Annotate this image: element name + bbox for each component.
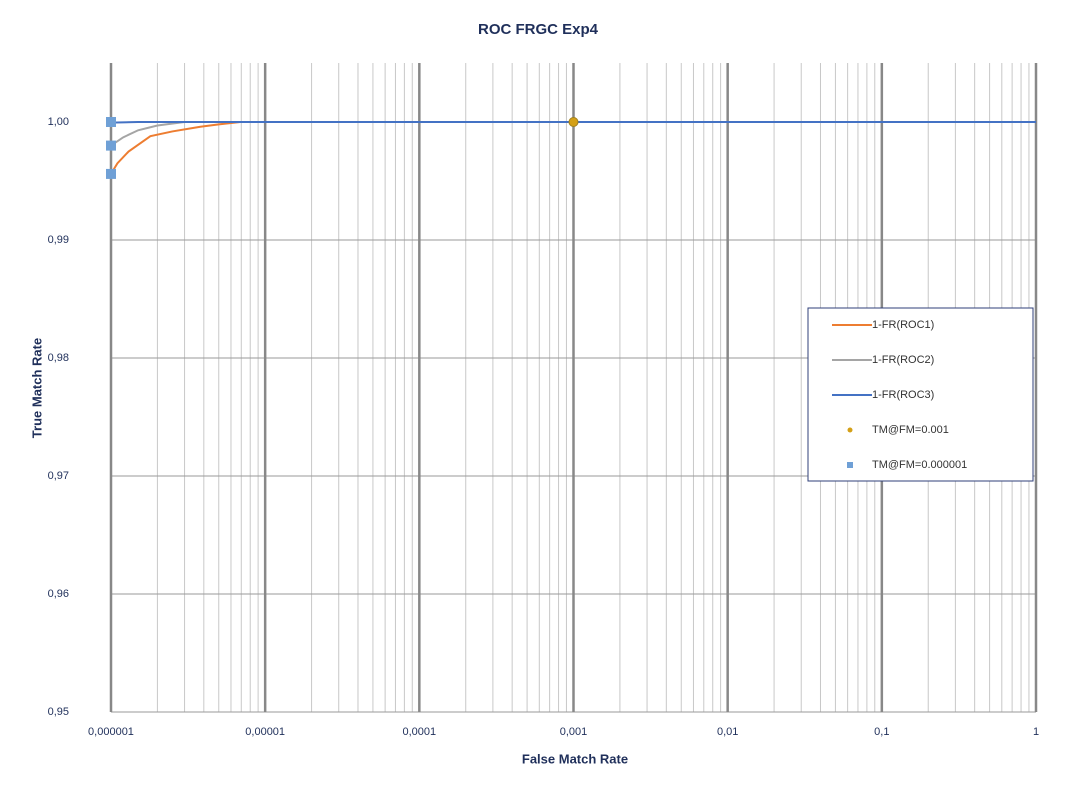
- chart-title: ROC FRGC Exp4: [478, 21, 599, 38]
- legend-label: TM@FM=0.001: [872, 424, 949, 436]
- x-tick-label: 0,001: [560, 726, 588, 738]
- y-tick-label: 0,98: [48, 352, 69, 364]
- x-tick-label: 0,01: [717, 726, 738, 738]
- legend-marker: [847, 462, 853, 468]
- x-tick-label: 0,0001: [403, 726, 437, 738]
- marker: [106, 140, 116, 151]
- marker: [106, 168, 116, 179]
- legend-marker: [847, 427, 853, 433]
- legend-label: 1-FR(ROC2): [872, 354, 934, 366]
- legend-label: 1-FR(ROC1): [872, 319, 934, 331]
- marker: [568, 117, 579, 127]
- marker: [106, 117, 116, 127]
- y-tick-label: 1,00: [48, 116, 69, 128]
- y-axis-label: True Match Rate: [29, 338, 44, 438]
- y-tick-label: 0,97: [48, 470, 69, 482]
- legend-label: TM@FM=0.000001: [872, 459, 967, 471]
- plot-area: [109, 63, 1038, 713]
- y-tick-label: 0,96: [48, 588, 69, 600]
- y-tick-label: 0,95: [48, 706, 69, 718]
- legend-label: 1-FR(ROC3): [872, 389, 934, 401]
- x-tick-label: 0,1: [874, 726, 889, 738]
- x-axis-label: False Match Rate: [522, 751, 628, 766]
- x-tick-label: 1: [1033, 726, 1039, 738]
- series-line: [110, 121, 1036, 124]
- x-tick-label: 0,00001: [245, 726, 285, 738]
- y-tick-label: 0,99: [48, 234, 69, 246]
- x-tick-label: 0,000001: [88, 726, 134, 738]
